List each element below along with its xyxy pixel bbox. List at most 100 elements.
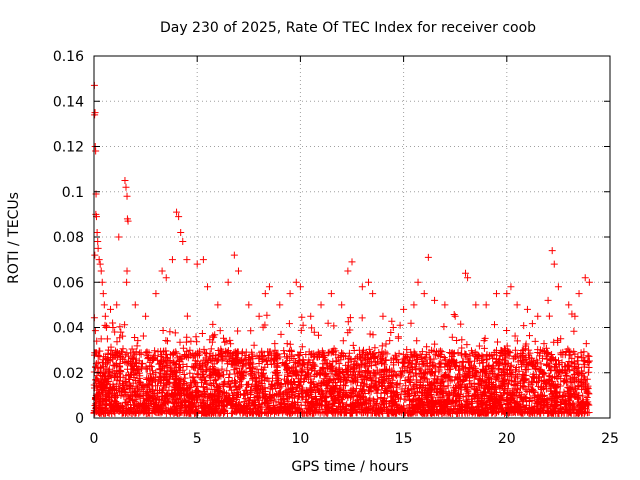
data-point bbox=[464, 274, 472, 282]
data-point bbox=[100, 301, 108, 309]
x-ticks: 0 5 10 15 20 25 bbox=[90, 56, 619, 447]
data-point bbox=[365, 278, 373, 286]
y-tick-label: 0.16 bbox=[53, 49, 84, 65]
data-point bbox=[451, 312, 459, 320]
data-point bbox=[369, 290, 377, 298]
data-point bbox=[317, 301, 325, 309]
data-point bbox=[255, 312, 263, 320]
data-point bbox=[261, 290, 269, 298]
grid bbox=[94, 56, 610, 418]
data-point bbox=[296, 283, 304, 291]
data-point bbox=[286, 290, 294, 298]
data-point bbox=[585, 278, 593, 286]
data-point bbox=[544, 296, 552, 304]
data-point bbox=[91, 251, 99, 259]
data-point bbox=[113, 301, 121, 309]
data-point bbox=[503, 290, 511, 298]
data-point bbox=[109, 319, 117, 327]
y-tick-label: 0.02 bbox=[53, 366, 84, 382]
y-tick-label: 0.1 bbox=[62, 185, 84, 201]
chart-title: Day 230 of 2025, Rate Of TEC Index for r… bbox=[160, 20, 536, 36]
data-point bbox=[124, 217, 132, 225]
data-point bbox=[99, 290, 107, 298]
x-tick-label: 5 bbox=[193, 431, 202, 447]
data-point bbox=[121, 176, 129, 184]
data-point bbox=[123, 278, 131, 286]
data-point bbox=[122, 183, 130, 191]
data-point bbox=[94, 238, 102, 246]
data-point bbox=[492, 290, 500, 298]
data-point bbox=[168, 256, 176, 264]
data-point bbox=[183, 256, 191, 264]
data-point bbox=[410, 301, 418, 309]
data-point bbox=[327, 290, 335, 298]
data-point bbox=[513, 301, 521, 309]
data-point bbox=[482, 301, 490, 309]
data-point bbox=[265, 283, 273, 291]
x-tick-label: 25 bbox=[601, 431, 619, 447]
data-point bbox=[565, 301, 573, 309]
data-point bbox=[571, 312, 579, 320]
data-point bbox=[95, 256, 103, 264]
data-point bbox=[581, 274, 589, 282]
data-point bbox=[344, 267, 352, 275]
data-point bbox=[107, 305, 115, 313]
data-point bbox=[224, 278, 232, 286]
data-point bbox=[523, 305, 531, 313]
y-tick-label: 0.08 bbox=[53, 230, 84, 246]
data-point bbox=[534, 312, 542, 320]
data-point bbox=[152, 290, 160, 298]
data-point bbox=[348, 258, 356, 266]
data-point bbox=[158, 267, 166, 275]
data-point bbox=[400, 305, 408, 313]
data-point bbox=[173, 208, 181, 216]
data-point bbox=[575, 290, 583, 298]
data-point bbox=[104, 346, 112, 354]
data-point bbox=[548, 247, 556, 255]
data-point bbox=[111, 328, 119, 336]
data-point bbox=[179, 238, 187, 246]
x-tick-label: 20 bbox=[498, 431, 516, 447]
y-tick-label: 0.04 bbox=[53, 321, 84, 337]
y-ticks: 0 0.02 0.04 0.06 0.08 0.1 0.12 0.14 0.16 bbox=[53, 49, 610, 427]
data-point-band bbox=[90, 310, 593, 417]
data-point bbox=[97, 267, 105, 275]
data-point bbox=[424, 253, 432, 261]
data-point bbox=[96, 260, 104, 268]
data-point bbox=[420, 290, 428, 298]
data-point bbox=[214, 301, 222, 309]
data-point bbox=[101, 312, 109, 320]
data-point bbox=[102, 324, 110, 331]
data-point bbox=[462, 269, 470, 277]
data-point bbox=[115, 233, 123, 241]
data-point bbox=[93, 228, 101, 236]
x-tick-label: 10 bbox=[291, 431, 309, 447]
data-point bbox=[94, 244, 102, 252]
data-point bbox=[472, 301, 480, 309]
data-point bbox=[230, 251, 238, 259]
data-point bbox=[199, 256, 207, 264]
data-point bbox=[123, 267, 131, 275]
data-point bbox=[131, 301, 139, 309]
data-point bbox=[175, 213, 183, 221]
data-point bbox=[142, 312, 150, 320]
data-point bbox=[431, 296, 439, 304]
y-axis-label: ROTI / TECUs bbox=[6, 192, 22, 284]
data-point bbox=[234, 267, 242, 275]
data-point bbox=[193, 260, 201, 268]
y-tick-label: 0 bbox=[75, 411, 84, 427]
data-point bbox=[507, 283, 515, 291]
data-point bbox=[177, 228, 185, 236]
data-point bbox=[550, 260, 558, 268]
data-point bbox=[292, 278, 300, 286]
data-point bbox=[441, 301, 449, 309]
data-point bbox=[338, 301, 346, 309]
data-point bbox=[245, 301, 253, 309]
data-point bbox=[554, 283, 562, 291]
data-point bbox=[414, 278, 422, 286]
x-tick-label: 15 bbox=[395, 431, 413, 447]
data-point bbox=[389, 324, 397, 331]
data-point bbox=[204, 283, 212, 291]
data-point bbox=[276, 301, 284, 309]
